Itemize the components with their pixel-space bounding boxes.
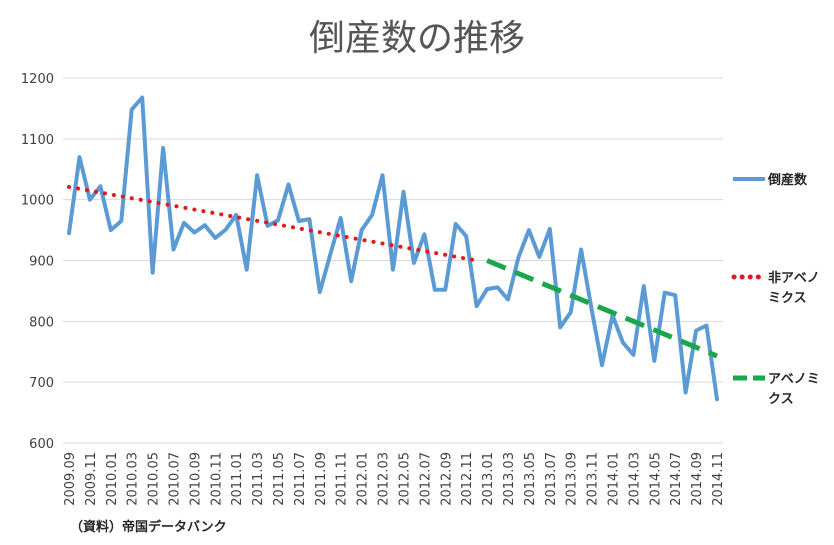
- x-tick-label: 2014.01: [606, 452, 621, 506]
- x-tick-label: 2014.11: [711, 452, 726, 506]
- y-tick-label: 1200: [21, 72, 54, 87]
- x-tick-label: 2010.07: [168, 452, 183, 506]
- chart-title: 倒産数の推移: [309, 18, 525, 59]
- legend-label-abenomics: クス: [768, 392, 794, 407]
- grid-lines: [63, 77, 723, 444]
- trendline-non-abenomics: [67, 184, 479, 263]
- series-line-bankruptcies: [67, 95, 719, 402]
- legend-label-abenomics: アベノミ: [768, 372, 820, 387]
- y-tick-label: 600: [29, 437, 54, 452]
- x-tick-label: 2013.07: [544, 452, 559, 506]
- legend-label-bankruptcies: 倒産数: [767, 172, 808, 188]
- x-tick-label: 2010.03: [126, 452, 141, 506]
- x-tick-label: 2012.03: [377, 452, 392, 506]
- x-tick-label: 2010.01: [105, 452, 120, 506]
- x-tick-label: 2011.09: [314, 452, 329, 506]
- x-tick-label: 2014.03: [627, 452, 642, 506]
- x-tick-label: 2011.07: [293, 452, 308, 506]
- x-tick-label: 2010.05: [147, 452, 162, 506]
- y-tick-label: 700: [29, 376, 54, 391]
- x-tick-label: 2011.05: [272, 452, 287, 506]
- x-tick-label: 2011.01: [230, 452, 245, 506]
- x-tick-label: 2012.01: [356, 452, 371, 506]
- legend-label-non-abenomics: ミクス: [768, 291, 807, 306]
- legend-label-non-abenomics: 非アベノ: [768, 270, 820, 286]
- x-tick-label: 2012.05: [397, 452, 412, 506]
- y-tick-label: 800: [29, 315, 54, 330]
- x-tick-label: 2013.05: [523, 452, 538, 506]
- x-tick-label: 2014.09: [690, 452, 705, 506]
- y-axis-tick-labels: 600 700 800 900 1000 1100 1200: [21, 72, 54, 452]
- x-tick-label: 2013.03: [502, 452, 517, 506]
- y-tick-label: 1000: [21, 194, 54, 209]
- x-tick-label: 2011.03: [251, 452, 266, 506]
- x-tick-label: 2012.11: [460, 452, 475, 506]
- y-tick-label: 900: [29, 255, 54, 270]
- x-tick-label: 2009.09: [63, 452, 78, 506]
- x-tick-label: 2013.11: [586, 452, 601, 506]
- trendline-abenomics: [486, 258, 718, 359]
- x-tick-label: 2013.01: [481, 452, 496, 506]
- x-axis-tick-labels: 2009.09 2009.11 2010.01 2010.03 2010.05 2010.…: [63, 452, 726, 506]
- x-tick-label: 2014.07: [669, 452, 684, 506]
- series-layer: [67, 95, 719, 402]
- source-note: （資料）帝国データバンク: [70, 519, 227, 535]
- x-tick-label: 2012.07: [418, 452, 433, 506]
- y-tick-label: 1100: [21, 133, 54, 148]
- x-tick-label: 2010.09: [188, 452, 203, 506]
- x-tick-label: 2012.09: [439, 452, 454, 506]
- x-tick-label: 2013.09: [565, 452, 580, 506]
- x-tick-label: 2009.11: [84, 452, 99, 506]
- x-tick-label: 2010.11: [209, 452, 224, 506]
- x-tick-label: 2011.11: [335, 452, 350, 506]
- x-tick-label: 2014.05: [648, 452, 663, 506]
